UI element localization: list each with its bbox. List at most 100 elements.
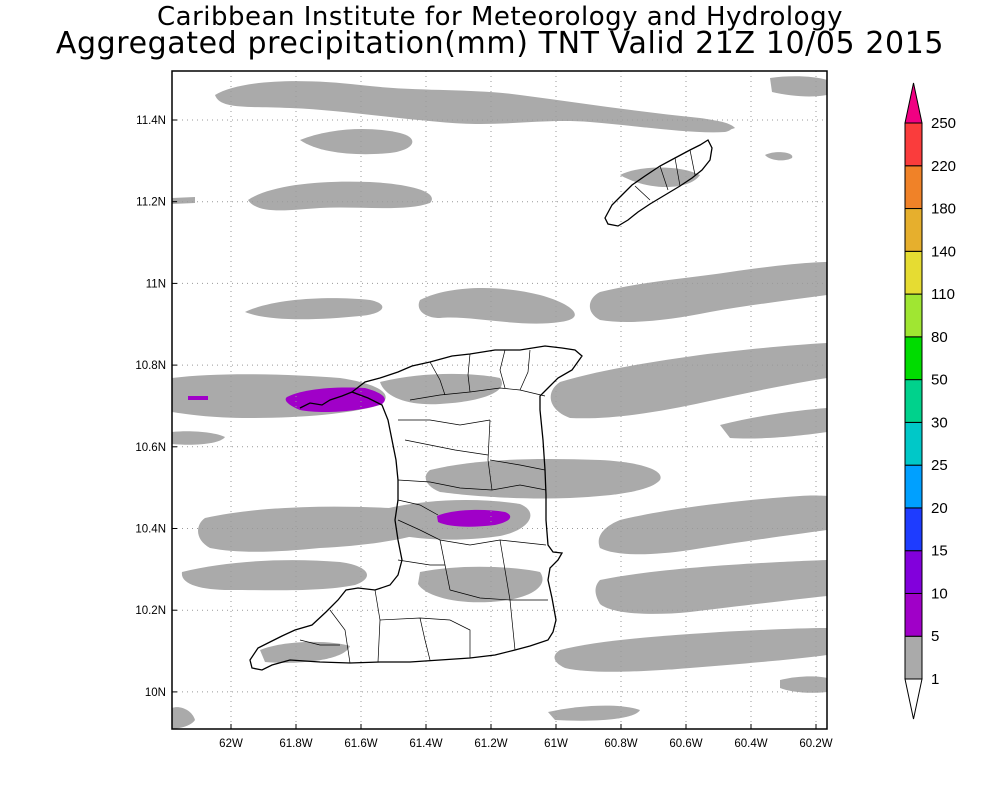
boundary-line xyxy=(299,639,340,646)
lon-tick-label: 61.4W xyxy=(409,738,442,750)
lon-tick-label: 62W xyxy=(219,738,243,750)
lon-tick-label: 60.8W xyxy=(604,738,637,750)
rain-band xyxy=(260,641,350,663)
colorbar-segment xyxy=(904,592,923,637)
colorbar-segment xyxy=(904,122,923,167)
colorbar-label: 140 xyxy=(931,243,956,260)
colorbar-segment xyxy=(904,379,923,423)
rain-band xyxy=(598,495,827,555)
boundary-line xyxy=(397,519,547,546)
rain-band xyxy=(418,288,575,324)
boundary-line xyxy=(398,419,491,426)
colorbar-segment xyxy=(904,550,923,594)
colorbar-label: 180 xyxy=(931,201,956,218)
latitude-axis: 11.4N 11.2N 11N 10.8N 10.6N 10.4N 10.2N 10N xyxy=(135,115,177,699)
boundary-line xyxy=(467,353,471,393)
boundary-line xyxy=(449,589,548,601)
colorbar-segment xyxy=(904,421,923,466)
tobago-island xyxy=(604,139,713,227)
colorbar-label: 50 xyxy=(931,372,948,389)
boundary-line xyxy=(487,419,493,491)
rain-band xyxy=(620,167,700,188)
rain-band xyxy=(554,628,827,672)
lat-tick-label: 10.4N xyxy=(135,524,166,536)
rain-cell xyxy=(285,387,385,412)
rain-band xyxy=(765,152,793,161)
trinidad-coastline xyxy=(249,345,583,671)
colorbar-bottom-cap xyxy=(904,678,923,720)
colorbar-label: 220 xyxy=(931,158,956,175)
lat-tick-label: 10N xyxy=(145,687,166,699)
tobago-coastline xyxy=(604,139,713,227)
rain-band xyxy=(425,459,661,499)
colorbar-segment xyxy=(904,464,923,509)
rain-band xyxy=(548,705,640,721)
rain-5-10mm-areas xyxy=(188,387,511,527)
colorbar-segment xyxy=(904,336,923,381)
rain-band xyxy=(595,560,827,614)
colorbar-label: 1 xyxy=(931,671,939,688)
boundary-line xyxy=(329,609,351,664)
boundary-line xyxy=(404,439,489,456)
boundary-line xyxy=(397,479,547,491)
rain-band xyxy=(690,119,735,131)
rain-band xyxy=(550,343,827,419)
boundary-line xyxy=(409,387,546,401)
colorbar-label: 110 xyxy=(931,286,955,303)
rain-band xyxy=(380,373,502,405)
boundary-line xyxy=(397,499,439,516)
longitude-axis: 62W 61.8W 61.6W 61.4W 61.2W 61W 60.8W 60.6W 60.4… xyxy=(219,724,833,750)
colorbar-label: 25 xyxy=(931,457,948,474)
boundary-line xyxy=(379,617,471,658)
colorbar-label: 5 xyxy=(931,628,939,645)
lat-tick-label: 10.8N xyxy=(135,360,166,372)
chart-subtitle: Aggregated precipitation(mm) TNT Valid 2… xyxy=(55,26,945,61)
rain-band xyxy=(780,676,827,693)
colorbar-segment xyxy=(904,293,923,338)
colorbar-segment xyxy=(904,507,923,552)
colorbar-segment xyxy=(904,635,923,680)
rain-band xyxy=(720,408,827,439)
boundary-line xyxy=(519,349,531,391)
tobago-boundary xyxy=(634,149,696,201)
rain-cell xyxy=(188,396,208,400)
lat-tick-label: 10.2N xyxy=(135,605,166,617)
boundary-line xyxy=(429,361,446,396)
grid-lines xyxy=(172,71,827,729)
peninsula-coast xyxy=(299,391,353,409)
lon-tick-label: 60.2W xyxy=(799,738,832,750)
lon-tick-label: 61.6W xyxy=(344,738,377,750)
trinidad-boundaries xyxy=(299,349,548,664)
boundary-line xyxy=(499,539,516,651)
rain-cell xyxy=(437,509,511,527)
colorbar-label: 10 xyxy=(931,585,948,602)
colorbar-label: 30 xyxy=(931,414,948,431)
lon-tick-label: 61W xyxy=(544,738,568,750)
rain-band xyxy=(418,566,543,603)
colorbar-label: 20 xyxy=(931,500,948,517)
rain-band xyxy=(172,707,195,729)
trinidad-island xyxy=(249,345,583,671)
rain-band xyxy=(181,560,367,591)
rain-band xyxy=(172,431,225,445)
lat-tick-label: 11.2N xyxy=(136,197,166,209)
lon-tick-label: 60.6W xyxy=(669,738,702,750)
plot-frame xyxy=(171,70,828,730)
colorbar-segment xyxy=(904,208,923,252)
colorbar-segment xyxy=(904,165,923,210)
rain-band xyxy=(245,298,383,320)
colorbar-label: 15 xyxy=(931,543,948,560)
rain-band xyxy=(770,76,827,97)
colorbar-segment xyxy=(904,250,923,295)
boundary-line xyxy=(419,617,431,661)
lat-tick-label: 11.4N xyxy=(136,115,166,127)
lat-tick-label: 10.6N xyxy=(135,442,166,454)
lon-tick-label: 61.2W xyxy=(474,738,507,750)
rain-band xyxy=(172,197,195,204)
colorbar-label: 250 xyxy=(931,115,956,132)
colorbar-top-cap xyxy=(904,82,923,124)
lon-tick-label: 60.4W xyxy=(734,738,767,750)
lat-tick-label: 11N xyxy=(146,278,166,290)
